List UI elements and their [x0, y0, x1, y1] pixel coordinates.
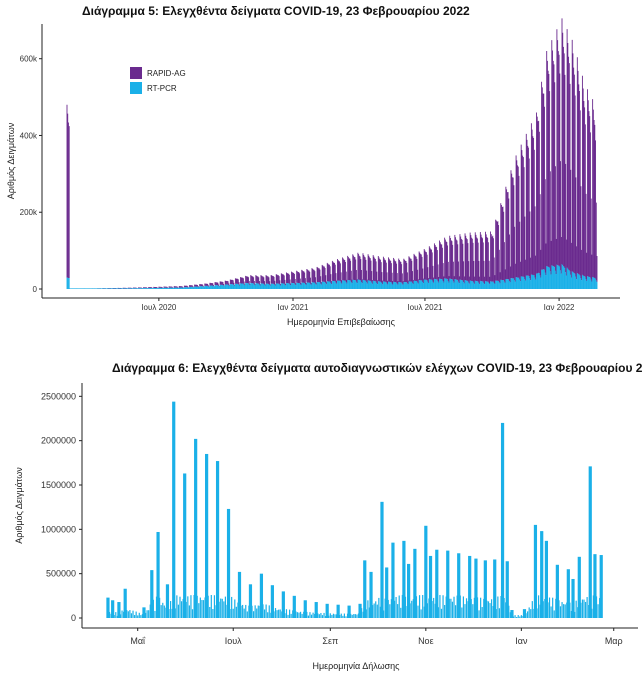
- bar-spike: [593, 554, 597, 618]
- x-axis-label: Ημερομηνία Επιβεβαίωσης: [287, 317, 396, 327]
- legend-label: RAPID-AG: [147, 69, 186, 78]
- legend-swatch: [130, 82, 142, 94]
- bar-spike: [599, 555, 603, 618]
- bar-spike: [424, 525, 428, 618]
- bar-spike: [468, 555, 472, 618]
- bar-spike: [391, 542, 395, 618]
- bar-spike: [588, 466, 592, 618]
- bar-spike: [325, 603, 329, 618]
- bar-spike: [428, 555, 433, 618]
- y-tick-label: 1000000: [41, 524, 76, 534]
- legend-swatch: [130, 67, 142, 79]
- bar-spike: [303, 600, 307, 618]
- x-tick-label: Μαΐ: [130, 636, 146, 646]
- bar-spike: [205, 453, 209, 618]
- bar-spike: [336, 604, 340, 618]
- bar-spike: [117, 602, 121, 618]
- y-tick-label: 200k: [20, 208, 38, 217]
- bar-spike: [385, 567, 389, 618]
- legend-label: RT-PCR: [147, 84, 177, 93]
- x-tick-label: Σεπ: [322, 636, 338, 646]
- chart-6: 0 500000 1000000 1500000 2000000 2500000 Μαΐ Ιο…: [14, 383, 638, 671]
- y-tick-label: 400k: [20, 131, 38, 140]
- bar-spike: [577, 556, 581, 618]
- bar-spike: [544, 540, 549, 618]
- bar-spike: [483, 560, 487, 618]
- bar-spike: [194, 438, 198, 618]
- bar-spike: [259, 573, 264, 618]
- x-tick-label: Μαρ: [605, 636, 623, 646]
- bar-spike: [493, 559, 497, 618]
- bar-spike: [165, 584, 170, 618]
- bar-spike: [474, 558, 478, 618]
- bar-spike: [500, 422, 505, 618]
- bar-spike: [215, 461, 220, 618]
- bar-spike: [540, 531, 544, 618]
- bar-spike: [522, 609, 527, 618]
- y-axis-label: Αριθμός Δειγμάτων: [14, 467, 24, 544]
- bar-spike: [156, 531, 160, 618]
- bar-spike: [446, 550, 450, 618]
- bar-spike: [407, 563, 411, 618]
- bar-spike: [226, 508, 231, 618]
- bar-spike: [505, 561, 509, 618]
- bar-spike: [142, 607, 146, 618]
- y-tick-label: 1500000: [41, 480, 76, 490]
- bar-spike: [183, 473, 187, 618]
- bar-spike: [363, 560, 367, 618]
- bar-spike: [237, 571, 242, 618]
- x-tick-label: Ιαν 2022: [544, 303, 575, 312]
- y-tick-label: 500000: [46, 569, 76, 579]
- x-tick-label: Ιουλ 2020: [141, 303, 177, 312]
- bar-spike: [248, 584, 253, 618]
- chart-5: 0 200k 400k 600k Ιουλ 2020 Ιαν 2021 Ιουλ 2021 Ι…: [6, 18, 620, 327]
- x-tick-label: Ιουλ: [225, 636, 242, 646]
- x-tick-label: Ιαν: [515, 636, 528, 646]
- bar-spike: [413, 548, 417, 618]
- bar-spike: [347, 605, 351, 618]
- bar-spike: [380, 501, 384, 618]
- bar-spike: [314, 602, 318, 618]
- bar-spike: [457, 553, 461, 618]
- bar-spike: [123, 588, 127, 618]
- bar-spike: [150, 570, 154, 618]
- bar-spike: [566, 569, 570, 618]
- x-tick-label: Ιαν 2021: [278, 303, 309, 312]
- bar-spike: [358, 603, 362, 618]
- y-tick-label: 2500000: [41, 391, 76, 401]
- y-tick-label: 0: [71, 613, 76, 623]
- bar-spike: [369, 571, 373, 618]
- bar-spike: [533, 524, 538, 618]
- y-axis-label: Αριθμός Δειγμάτων: [6, 122, 16, 199]
- bar-spike: [510, 610, 514, 618]
- x-axis-label: Ημερομηνία Δήλωσης: [312, 661, 400, 671]
- x-tick-label: Νοε: [418, 636, 434, 646]
- y-tick-label: 600k: [20, 55, 38, 64]
- chart-title: Διάγραμμα 5: Ελεγχθέντα δείγματα COVID-1…: [82, 4, 470, 18]
- bar-spike: [555, 564, 559, 618]
- x-tick-label: Ιουλ 2021: [407, 303, 443, 312]
- y-tick-label: 2000000: [41, 436, 76, 446]
- chart-title: Διάγραμμα 6: Ελεγχθέντα δείγματα αυτοδια…: [112, 361, 643, 375]
- bar-spike: [571, 578, 575, 618]
- bar-spike: [172, 401, 176, 618]
- bar-spike: [435, 549, 439, 618]
- bar-spike: [281, 591, 285, 618]
- bar-spike: [402, 540, 406, 618]
- bar-spike: [292, 595, 296, 618]
- bar-spike: [111, 600, 115, 618]
- bar-spike: [106, 597, 110, 618]
- y-tick-label: 0: [33, 285, 38, 294]
- bar-spike: [270, 585, 274, 618]
